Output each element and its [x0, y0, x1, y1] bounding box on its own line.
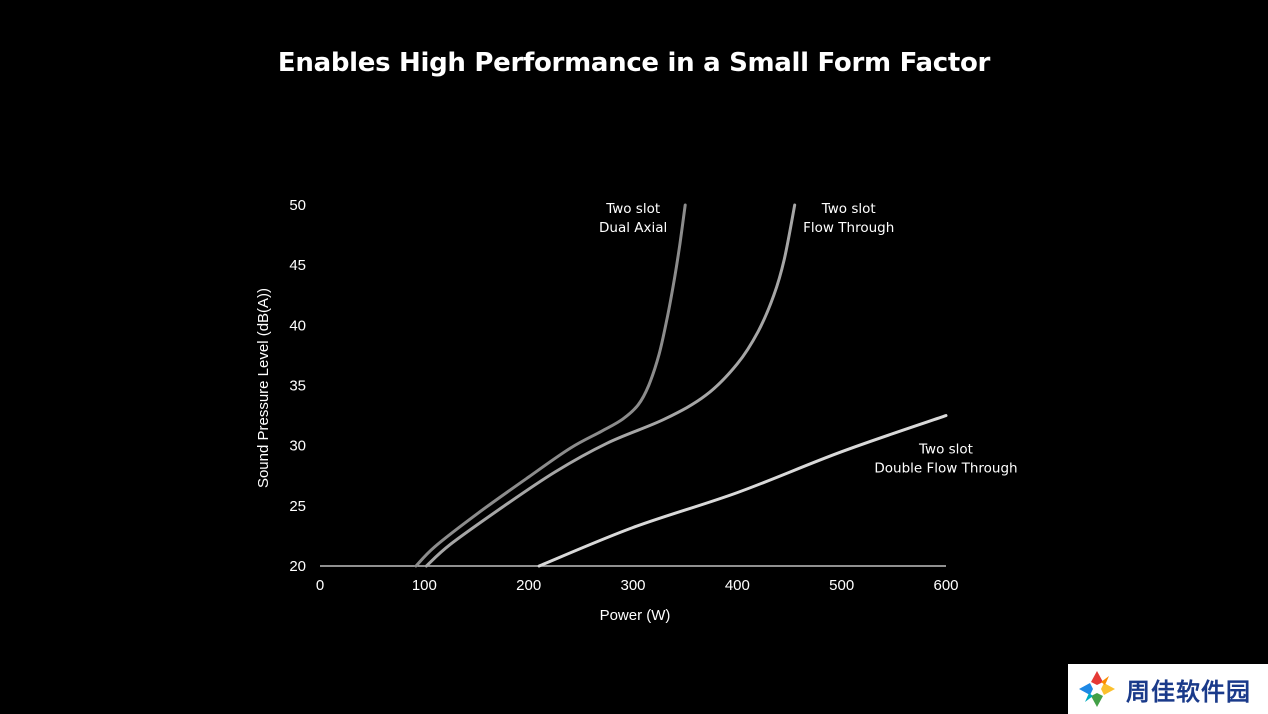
series-label: Flow Through — [803, 220, 894, 236]
x-tick-label: 0 — [316, 577, 324, 594]
y-tick-label: 30 — [289, 438, 306, 455]
x-tick-label: 200 — [516, 577, 541, 594]
y-axis: 20 25 30 35 40 45 50 — [289, 197, 306, 575]
x-axis-title: Power (W) — [600, 607, 671, 624]
pinwheel-logo-icon — [1079, 671, 1115, 707]
x-tick-label: 400 — [725, 577, 750, 594]
x-tick-label: 600 — [933, 577, 958, 594]
series-lines — [414, 203, 948, 568]
x-tick-label: 500 — [829, 577, 854, 594]
y-tick-label: 45 — [289, 257, 306, 274]
x-tick-label: 100 — [412, 577, 437, 594]
x-axis: 0 100 200 300 400 500 600 — [316, 565, 959, 594]
series-label: Two slot — [605, 201, 660, 217]
series-line-1 — [414, 203, 687, 568]
series-label: Two slot — [918, 442, 973, 458]
y-tick-label: 50 — [289, 197, 306, 214]
series-label: Dual Axial — [599, 220, 667, 236]
watermark: 周佳软件园 — [1068, 664, 1268, 714]
series-labels: Two slot Dual Axial Two slot Flow Through Tw… — [599, 201, 1018, 477]
series-label: Two slot — [821, 201, 876, 217]
y-tick-label: 40 — [289, 317, 306, 334]
y-tick-label: 35 — [289, 378, 306, 395]
watermark-text: 周佳软件园 — [1126, 677, 1251, 706]
y-axis-title: Sound Pressure Level (dB(A)) — [255, 288, 272, 488]
series-label: Double Flow Through — [874, 461, 1017, 477]
series-line-2 — [424, 203, 797, 568]
chart-title: Enables High Performance in a Small Form… — [277, 48, 991, 78]
x-tick-label: 300 — [620, 577, 645, 594]
series-line-3 — [537, 414, 948, 568]
y-tick-label: 25 — [289, 498, 306, 515]
y-tick-label: 20 — [289, 558, 306, 575]
